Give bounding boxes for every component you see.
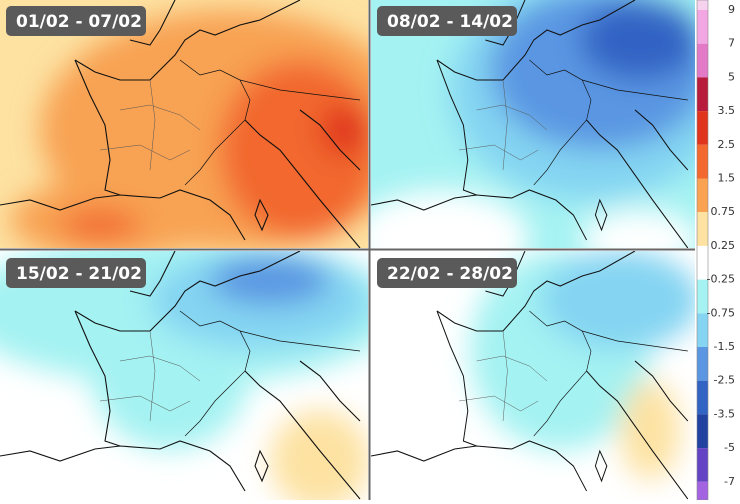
colorbar-swatch xyxy=(697,144,708,179)
colorbar-label: -0.75 xyxy=(707,306,735,319)
colorbar-label: -2.5 xyxy=(714,374,735,387)
colorbar-swatch xyxy=(697,43,708,78)
colorbar-swatch xyxy=(697,178,708,213)
colorbar-label: 5 xyxy=(728,70,735,83)
colorbar-label: 0.75 xyxy=(711,205,736,218)
colorbar-swatch xyxy=(697,245,708,280)
colorbar-label: 2.5 xyxy=(718,138,736,151)
colorbar-label: 1.5 xyxy=(718,172,736,185)
panel-label: 15/02 - 21/02 xyxy=(16,264,142,284)
colorbar-swatch xyxy=(697,380,708,415)
colorbar-swatch xyxy=(697,279,708,314)
colorbar-swatch xyxy=(697,0,708,10)
colorbar-swatch xyxy=(697,347,708,381)
colorbar-swatch xyxy=(697,111,708,145)
panel-label-box xyxy=(6,258,146,288)
map-panel xyxy=(0,0,368,248)
panel-label: 01/02 - 07/02 xyxy=(16,12,142,32)
colorbar-swatch xyxy=(697,313,708,347)
map-panel xyxy=(371,0,695,248)
colorbar-label: -7 xyxy=(724,475,735,488)
map-panel xyxy=(371,251,695,500)
colorbar-label: 0.25 xyxy=(711,239,736,252)
panel-label: 22/02 - 28/02 xyxy=(387,264,513,284)
colorbar-label: -1.5 xyxy=(714,340,735,353)
colorbar-label: -3.5 xyxy=(714,407,735,420)
colorbar-label: 9 xyxy=(728,3,735,16)
colorbar-swatch xyxy=(697,414,708,449)
colorbar-label: -5 xyxy=(724,441,735,454)
colorbar-swatch xyxy=(697,212,708,246)
panel-label-box xyxy=(377,258,517,288)
colorbar-label: 7 xyxy=(728,37,735,50)
colorbar-swatch xyxy=(697,77,708,112)
colorbar-label: -0.25 xyxy=(707,273,735,286)
panel-label-box xyxy=(377,6,517,36)
colorbar-label: 3.5 xyxy=(718,104,736,117)
colorbar-swatch xyxy=(697,10,708,44)
panel-label: 08/02 - 14/02 xyxy=(387,12,513,32)
colorbar-swatch xyxy=(697,448,708,482)
colorbar-swatch xyxy=(697,481,708,500)
panel-label-box xyxy=(6,6,146,36)
